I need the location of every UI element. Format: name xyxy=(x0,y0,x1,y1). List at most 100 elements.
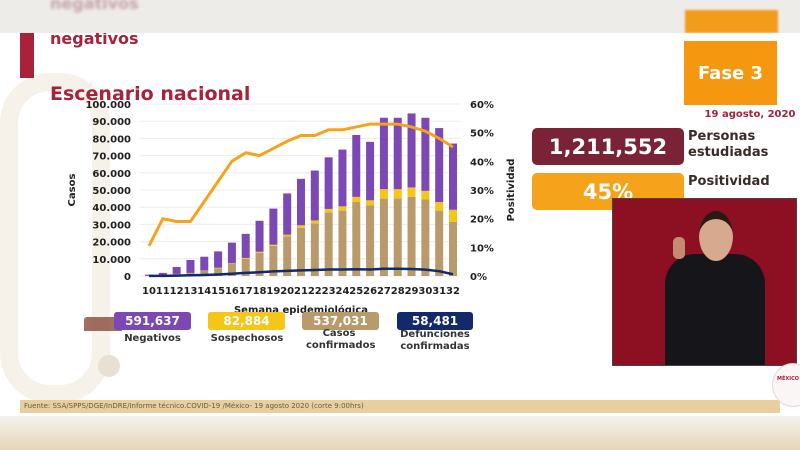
bar-segment xyxy=(283,236,292,276)
x-tick-label: 15 xyxy=(211,286,225,297)
bar-segment xyxy=(421,199,430,276)
x-tick-label: 16 xyxy=(225,286,239,297)
positivity-line xyxy=(147,122,454,247)
y-tick-label: 100.000 xyxy=(85,100,131,111)
previous-slide-strip: negativos xyxy=(0,0,800,33)
x-tick-label: 20 xyxy=(280,286,294,297)
bar-segment xyxy=(241,258,250,276)
y2-tick-label: 60% xyxy=(470,100,494,111)
emblem-icon xyxy=(98,355,120,377)
y-tick-label: 90.000 xyxy=(92,117,131,128)
bar-segment xyxy=(449,143,457,210)
interpreter-hand xyxy=(673,237,685,259)
y2-tick-label: 30% xyxy=(470,186,494,197)
y2-tick-label: 0% xyxy=(470,272,487,283)
bar-segment xyxy=(241,233,250,258)
bar-segment xyxy=(407,187,416,197)
bar-segment xyxy=(379,189,388,199)
bar-segment xyxy=(255,220,264,252)
y-tick-label: 30.000 xyxy=(92,220,131,231)
y2-tick-label: 10% xyxy=(470,243,494,254)
town-illustration xyxy=(84,317,122,331)
cases-chart: 0 10.000 20.000 30.000 40.000 50.000 60.000 70.… xyxy=(67,100,517,316)
bar-segment xyxy=(352,202,361,276)
x-tick-label: 10 xyxy=(142,286,156,297)
bar-segment xyxy=(297,225,305,228)
bar-segment xyxy=(172,267,181,274)
legend-sospechosos-badge: 82,884 xyxy=(208,312,285,330)
x-tick-label: 22 xyxy=(308,286,322,297)
report-date: 19 agosto, 2020 xyxy=(704,109,796,120)
y-axis-title: Casos xyxy=(67,174,78,207)
bar-segment xyxy=(435,202,444,211)
bar-segment xyxy=(297,227,305,276)
bar-segment xyxy=(379,198,388,276)
legend-sospechosos-label: Sospechosos xyxy=(210,333,284,344)
bar-segment xyxy=(200,270,209,276)
bar-segment xyxy=(366,200,375,206)
bar-segment xyxy=(269,244,278,246)
bar-segment xyxy=(324,208,333,213)
bar-segment xyxy=(214,251,223,268)
bar-segment xyxy=(324,157,333,209)
bar-segment xyxy=(297,178,305,226)
y-tick-label: 0 xyxy=(124,272,131,283)
x-tick-label: 29 xyxy=(405,286,419,297)
bar-segment xyxy=(449,209,457,222)
x-tick-label: 30 xyxy=(418,286,432,297)
bar-segment xyxy=(227,263,236,276)
x-tick-label: 23 xyxy=(322,286,336,297)
legend-negativos-badge: 591,637 xyxy=(114,312,191,330)
x-tick-label: 26 xyxy=(363,286,377,297)
bar-segment xyxy=(366,205,375,276)
slide-title: Escenario nacional xyxy=(50,83,251,105)
bar-segment xyxy=(379,117,388,190)
bar-segment xyxy=(283,234,292,237)
bar-segment xyxy=(352,196,361,203)
bar-segment xyxy=(283,193,292,235)
legend-defunciones-label: Defunciones confirmadas xyxy=(400,329,470,352)
bar-segment xyxy=(435,210,444,276)
bar-segment xyxy=(435,128,444,203)
y-tick-label: 10.000 xyxy=(92,255,131,266)
x-tick-label: 24 xyxy=(335,286,349,297)
bar-segment xyxy=(241,257,250,259)
bar-segment xyxy=(393,198,402,276)
bar-segment xyxy=(269,208,278,245)
bar-segment xyxy=(158,272,167,276)
slide: negativos Escenario nacional Fase 3 19 a… xyxy=(0,33,800,416)
bar-segment xyxy=(352,134,361,197)
bar-segment xyxy=(269,245,278,276)
legend-confirmados-badge: 537,031 xyxy=(302,312,379,330)
y-tick-label: 60.000 xyxy=(92,169,131,180)
y-tick-label: 80.000 xyxy=(92,134,131,145)
bar-segment xyxy=(393,117,402,190)
x-tick-label: 14 xyxy=(197,286,211,297)
bar-segment xyxy=(366,141,375,201)
bar-segment xyxy=(186,260,195,273)
logo-text: MÉXICO xyxy=(777,376,800,382)
bar-segment xyxy=(255,252,264,276)
phase-badge: Fase 3 xyxy=(684,41,777,105)
x-tick-label: 18 xyxy=(253,286,267,297)
ghost-phase-badge xyxy=(685,10,778,33)
y-tick-label: 40.000 xyxy=(92,203,131,214)
legend-defunciones-badge: 58,481 xyxy=(397,312,473,330)
bar-segment xyxy=(214,268,223,276)
bar-segment xyxy=(227,242,236,264)
x-tick-label: 19 xyxy=(266,286,280,297)
bar-segment xyxy=(407,196,416,276)
y2-tick-label: 50% xyxy=(470,129,494,140)
bar-segment xyxy=(407,113,416,188)
bar-segment xyxy=(227,263,236,264)
positivity-label: Positividad xyxy=(688,174,770,189)
x-tick-label: 25 xyxy=(349,286,363,297)
bar-segment xyxy=(310,220,319,224)
bar-segment xyxy=(338,210,347,276)
x-tick-label: 12 xyxy=(170,286,184,297)
bar-segment xyxy=(200,256,209,271)
x-tick-label: 32 xyxy=(446,286,460,297)
bar-segment xyxy=(255,251,264,253)
legend-negativos-label: Negativos xyxy=(124,333,181,344)
x-tick-label: 13 xyxy=(183,286,197,297)
